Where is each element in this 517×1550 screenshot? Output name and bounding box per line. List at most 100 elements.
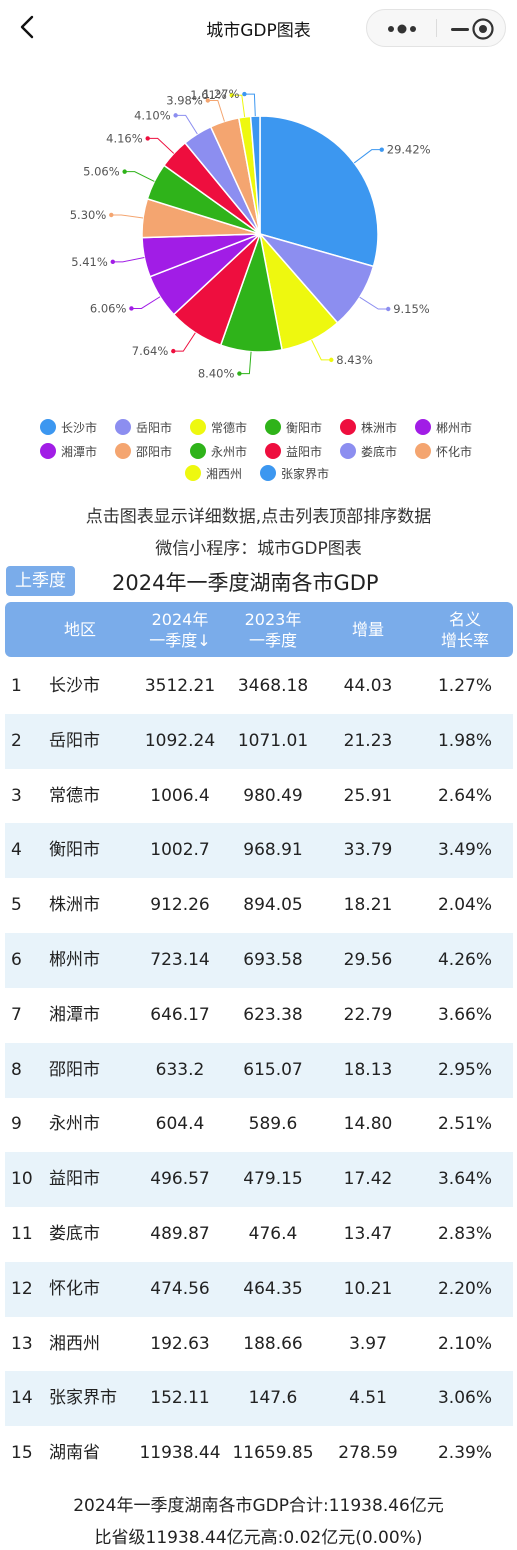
table-row[interactable]: 1 长沙市 3512.21 3468.18 44.03 1.27%: [5, 659, 513, 714]
gdp-2023-q1: 1071.01: [237, 730, 309, 751]
growth-rate: 2.39%: [437, 1443, 492, 1464]
region-name: 怀化市: [49, 1278, 100, 1299]
pie-label-line: [311, 339, 332, 361]
region-name: 株洲市: [49, 895, 100, 916]
legend-swatch: [190, 419, 206, 435]
pie-label-dot: [237, 371, 242, 376]
table-row[interactable]: 14 张家界市 152.11 147.6 4.51 3.06%: [5, 1371, 513, 1427]
gdp-2023-q1: 615.07: [243, 1059, 303, 1080]
row-index: 15: [11, 1443, 33, 1464]
table-row[interactable]: 13 湘西州 192.63 188.66 3.97 2.10%: [5, 1317, 513, 1372]
header-rate-line1: 名义: [448, 609, 481, 629]
pie-label-line: [359, 296, 389, 310]
gdp-increase: 14.80: [343, 1114, 393, 1135]
table-row[interactable]: 4 衡阳市 1002.7 968.91 33.79 3.49%: [5, 823, 513, 879]
gdp-increase: 10.21: [343, 1278, 393, 1299]
pie-data-label: 1.27%: [203, 87, 240, 101]
gdp-2024-q1: 152.11: [150, 1388, 210, 1409]
table-row[interactable]: 15 湖南省 11938.44 11659.85 278.59 2.39%: [5, 1426, 513, 1481]
header-increase[interactable]: 增量: [323, 602, 413, 657]
pie-label-line: [231, 94, 246, 118]
legend-label: 长沙市: [61, 421, 98, 435]
row-index: 12: [11, 1278, 33, 1299]
pie-label-dot: [329, 357, 334, 363]
header-growth-rate[interactable]: 名义 增长率: [415, 602, 515, 657]
row-index: 13: [11, 1333, 33, 1354]
table-row[interactable]: 5 株洲市 912.26 894.05 18.21 2.04%: [5, 878, 513, 933]
pie-label-line: [353, 149, 382, 164]
legend-swatch: [340, 419, 356, 435]
gdp-2023-q1: 11659.85: [232, 1443, 314, 1464]
minimize-icon[interactable]: [451, 28, 469, 31]
gdp-2024-q1: 474.56: [150, 1278, 210, 1299]
legend-swatch: [115, 419, 131, 435]
gdp-increase: 17.42: [343, 1169, 393, 1190]
pie-data-label: 5.06%: [83, 165, 120, 179]
table-row[interactable]: 12 怀化市 474.56 464.35 10.21 2.20%: [5, 1261, 513, 1317]
gdp-increase: 22.79: [343, 1004, 393, 1025]
row-index: 6: [11, 950, 22, 970]
province-comparison: 比省级11938.44亿元高:0.02亿元(0.00%): [94, 1528, 423, 1548]
table-row[interactable]: 7 湘潭市 646.17 623.38 22.79 3.66%: [5, 988, 513, 1043]
header-rate-line2: 增长率: [440, 630, 489, 650]
previous-quarter-button[interactable]: 上季度: [6, 566, 75, 596]
pie-slice[interactable]: [259, 115, 379, 268]
table-row[interactable]: 2 岳阳市 1092.24 1071.01 21.23 1.98%: [5, 713, 513, 769]
gdp-2023-q1: 980.49: [243, 785, 303, 806]
legend-label: 张家界市: [281, 467, 330, 481]
pie-label-line: [173, 332, 196, 352]
pie-label-dot: [229, 92, 234, 98]
gdp-2024-q1: 496.57: [150, 1169, 210, 1190]
row-index: 11: [11, 1224, 33, 1244]
growth-rate: 2.64%: [437, 785, 492, 806]
legend-swatch: [40, 419, 56, 435]
growth-rate: 2.51%: [437, 1114, 492, 1135]
gdp-2023-q1: 476.4: [248, 1224, 298, 1244]
region-name: 娄底市: [49, 1224, 100, 1244]
row-index: 4: [11, 840, 22, 861]
table-row[interactable]: 10 益阳市 496.57 479.15 17.42 3.64%: [5, 1152, 513, 1208]
pie-label-dot: [242, 91, 247, 97]
growth-rate: 3.64%: [437, 1169, 492, 1190]
pie-data-label: 6.06%: [90, 301, 127, 315]
gdp-2023-q1: 3468.18: [237, 676, 309, 696]
header-2024-line1: 2024年: [151, 609, 209, 629]
table-row[interactable]: 11 娄底市 489.87 476.4 13.47 2.83%: [5, 1207, 513, 1262]
gdp-2024-q1: 11938.44: [139, 1443, 221, 1464]
header-region[interactable]: 地区: [45, 602, 115, 657]
pie-chart[interactable]: 29.42% 9.15% 8.43% 8.40% 7.64% 6.06% 5.41% 5.30…: [0, 56, 517, 401]
pie-label-line: [112, 256, 145, 263]
legend-label: 湘西州: [206, 467, 243, 481]
legend-label: 永州市: [211, 445, 248, 459]
gdp-2024-q1: 723.14: [150, 950, 210, 970]
gdp-increase: 278.59: [338, 1443, 398, 1464]
gdp-increase: 4.51: [349, 1388, 387, 1409]
row-index: 2: [11, 730, 22, 751]
gdp-increase: 44.03: [343, 676, 393, 696]
pie-slice[interactable]: [249, 115, 261, 235]
table-header: 地区 2024年 一季度↓ 2023年 一季度 增量 名义 增长率: [5, 602, 513, 657]
gdp-2024-q1: 633.2: [155, 1059, 205, 1080]
pie-label-line: [147, 137, 175, 154]
header-2024-q1[interactable]: 2024年 一季度↓: [130, 602, 230, 657]
row-index: 1: [11, 676, 22, 696]
row-index: 7: [11, 1004, 22, 1025]
gdp-increase: 13.47: [343, 1224, 393, 1244]
table-row[interactable]: 3 常德市 1006.4 980.49 25.91 2.64%: [5, 769, 513, 824]
table-row[interactable]: 9 永州市 604.4 589.6 14.80 2.51%: [5, 1097, 513, 1152]
table-row[interactable]: 6 郴州市 723.14 693.58 29.56 4.26%: [5, 933, 513, 988]
growth-rate: 2.95%: [437, 1059, 492, 1080]
more-icon[interactable]: [385, 24, 425, 34]
table-row[interactable]: 8 邵阳市 633.2 615.07 18.13 2.95%: [5, 1042, 513, 1098]
region-name: 常德市: [49, 785, 100, 806]
pie-label-line: [244, 93, 256, 117]
pie-label-dot: [171, 348, 176, 354]
back-arrow-icon[interactable]: [14, 13, 42, 41]
close-target-icon[interactable]: [471, 17, 495, 41]
header-2023-q1[interactable]: 2023年 一季度: [223, 602, 323, 657]
region-name: 永州市: [49, 1114, 100, 1135]
growth-rate: 3.66%: [437, 1004, 492, 1025]
legend-label: 岳阳市: [136, 421, 173, 435]
gdp-2024-q1: 912.26: [150, 895, 210, 916]
pie-label-dot: [145, 136, 150, 141]
